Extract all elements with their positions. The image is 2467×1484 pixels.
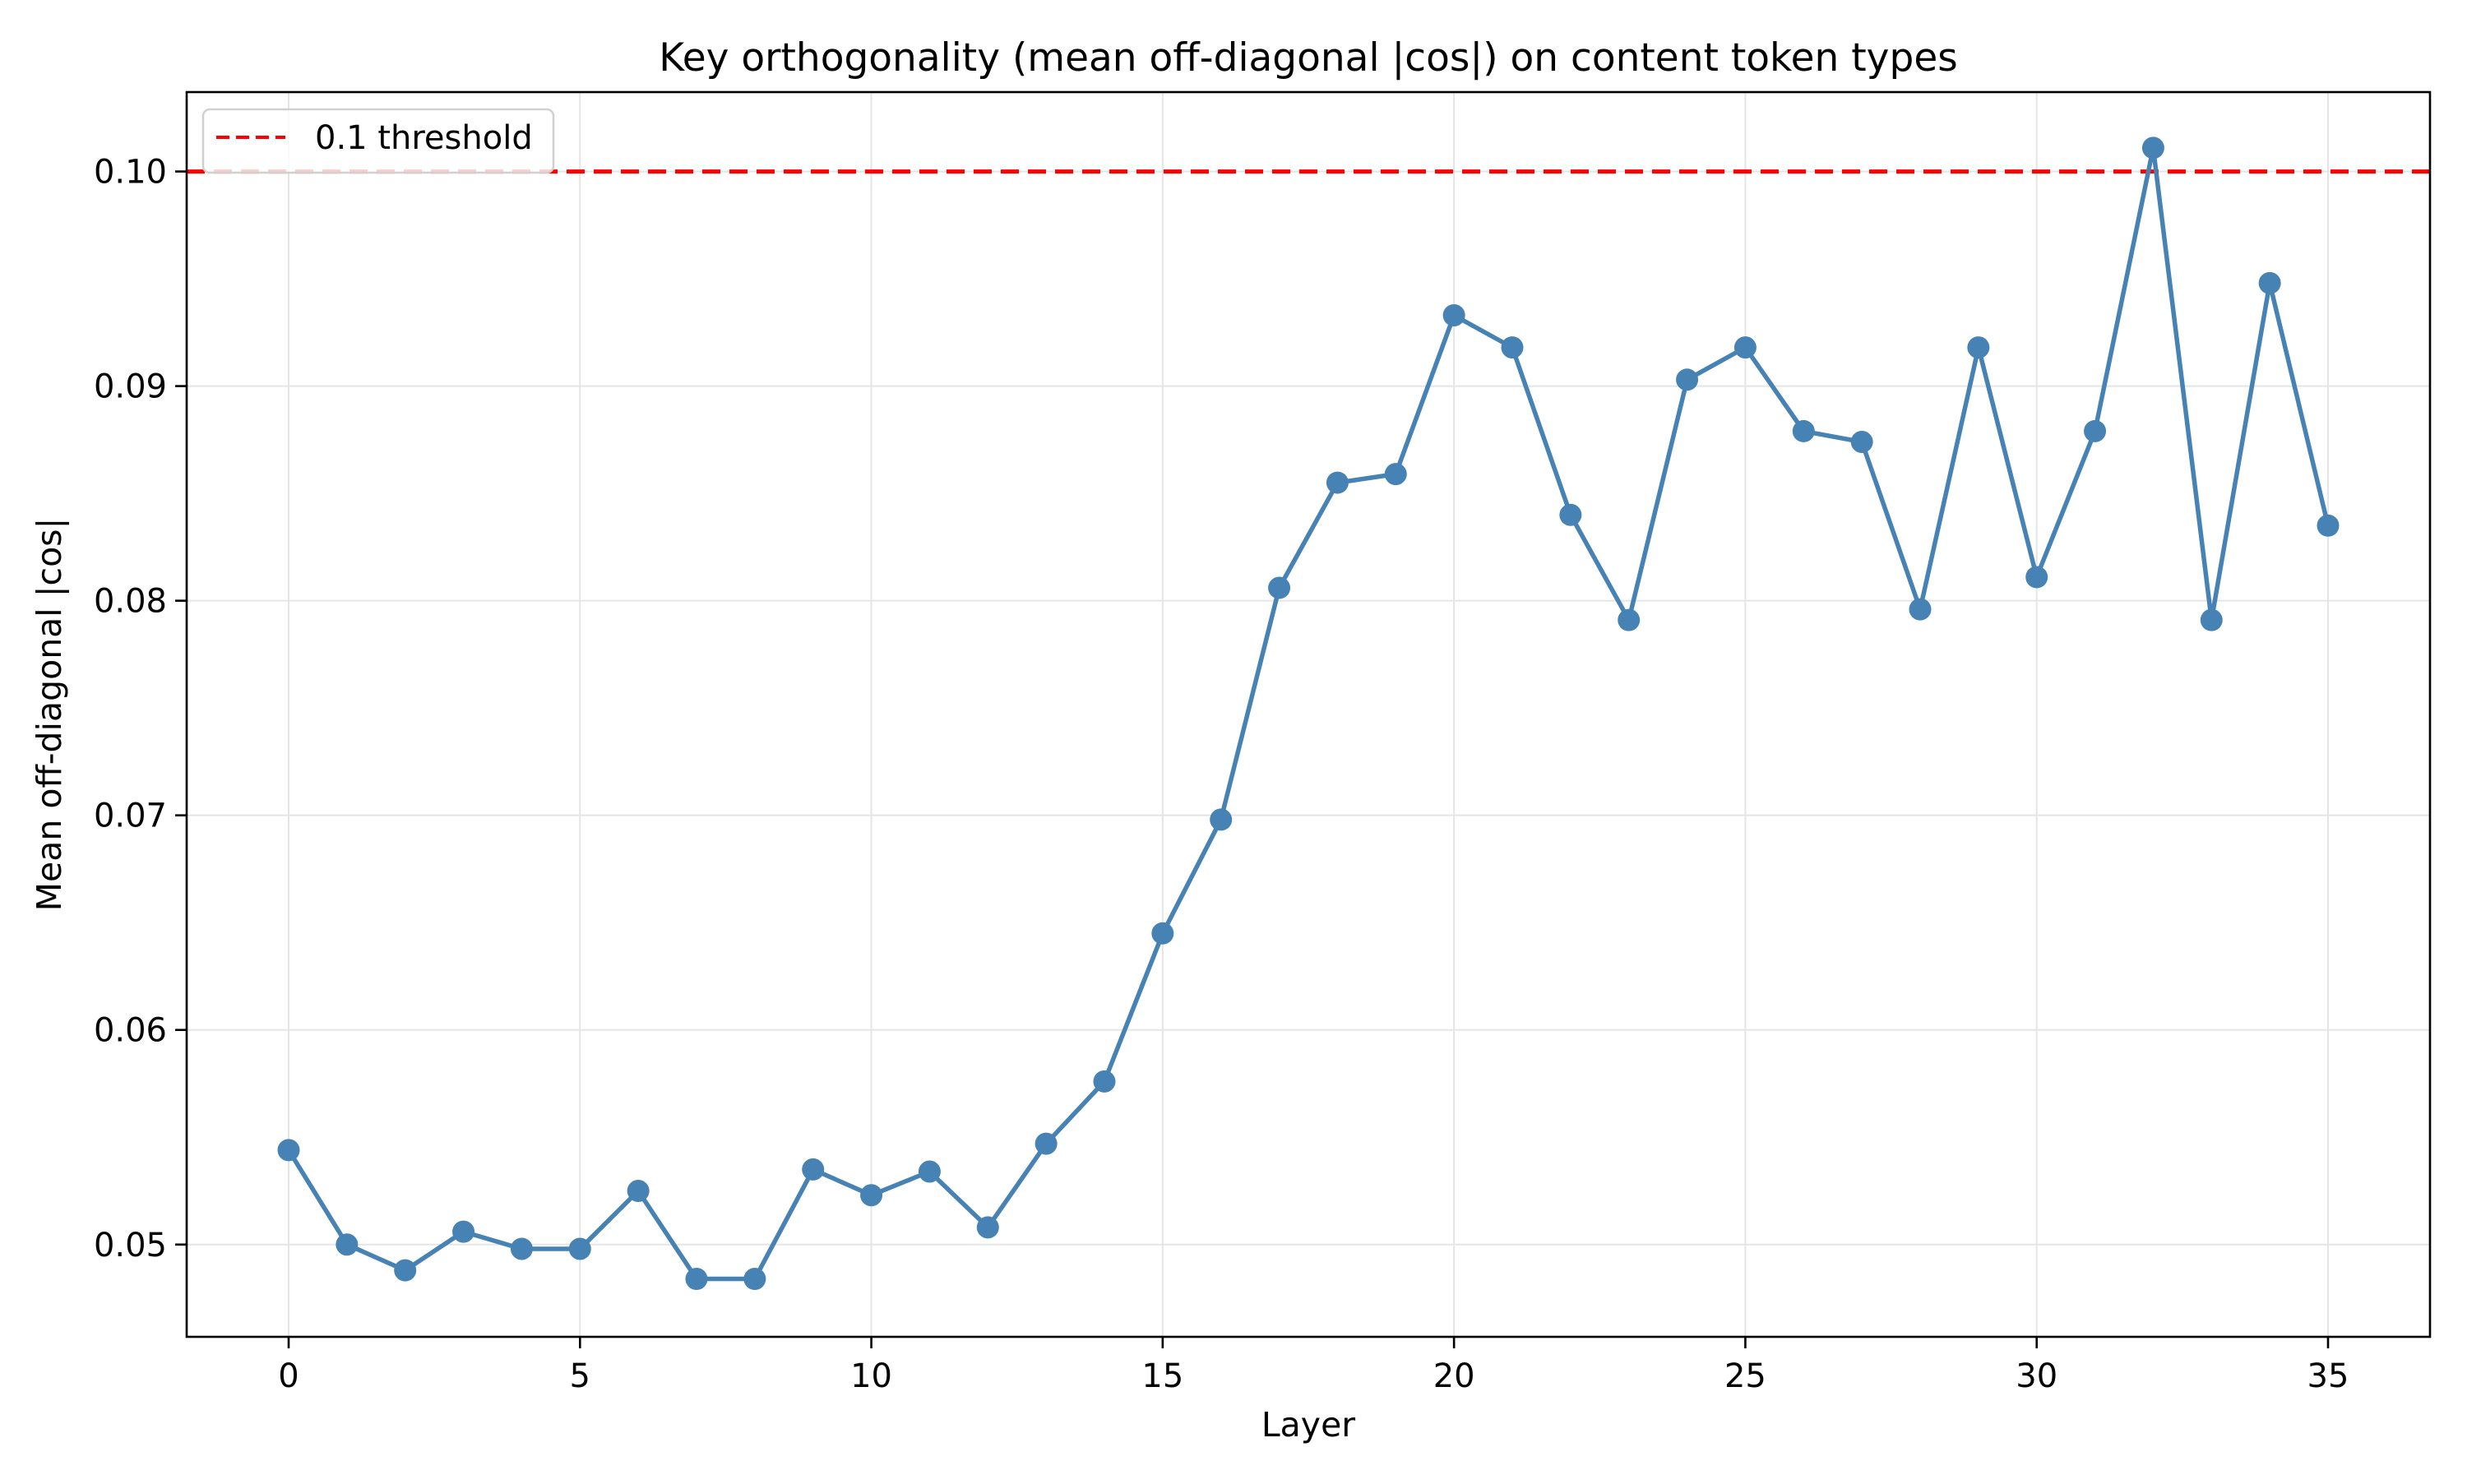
x-axis-ticks: 0 5 10 15 20 25 30 35	[278, 1337, 2349, 1395]
data-point-marker	[802, 1158, 825, 1181]
data-point-marker	[2317, 514, 2340, 537]
y-tick-label: 0.09	[94, 368, 167, 406]
data-point-marker	[1909, 598, 1932, 621]
data-point-marker	[1151, 922, 1174, 945]
data-point-marker	[394, 1259, 417, 1282]
x-tick-label: 35	[2307, 1357, 2349, 1395]
grid-lines	[187, 92, 2430, 1337]
y-axis-ticks: 0.05 0.06 0.07 0.08 0.09 0.10	[94, 154, 187, 1264]
y-tick-label: 0.05	[94, 1227, 167, 1264]
data-point-marker	[976, 1216, 999, 1239]
chart-title: Key orthogonality (mean off-diagonal |co…	[659, 35, 1957, 81]
data-point-marker	[2084, 419, 2107, 442]
plot-area-frame	[185, 90, 2432, 1338]
data-point-marker	[1792, 419, 1815, 442]
data-point-marker	[1559, 503, 1582, 526]
y-tick-label: 0.06	[94, 1012, 167, 1050]
data-point-marker	[2200, 608, 2223, 631]
legend-label: 0.1 threshold	[315, 119, 533, 157]
data-point-marker	[1268, 576, 1291, 599]
data-point-marker	[685, 1268, 708, 1291]
data-point-marker	[1501, 336, 1524, 359]
x-tick-label: 10	[850, 1357, 892, 1395]
data-point-marker	[1442, 303, 1465, 326]
data-point-marker	[1210, 808, 1233, 831]
legend-box	[201, 108, 555, 174]
x-tick-label: 25	[1724, 1357, 1766, 1395]
data-point-marker	[2258, 271, 2281, 294]
y-tick-label: 0.08	[94, 583, 167, 621]
data-point-marker	[1676, 368, 1699, 391]
data-series	[277, 136, 2340, 1291]
y-axis-label: Mean off-diagonal |cos|	[30, 518, 69, 912]
data-point-marker	[918, 1160, 941, 1183]
data-point-marker	[1093, 1070, 1116, 1093]
data-point-marker	[1326, 471, 1349, 494]
x-axis-label: Layer	[1261, 1405, 1355, 1445]
x-tick-label: 20	[1433, 1357, 1475, 1395]
y-tick-label: 0.07	[94, 797, 167, 835]
data-point-marker	[336, 1233, 359, 1256]
series-line	[286, 146, 2330, 1282]
y-tick-label: 0.10	[94, 154, 167, 192]
data-point-marker	[1618, 608, 1641, 631]
data-point-marker	[2025, 566, 2048, 589]
data-point-marker	[277, 1139, 300, 1162]
x-tick-label: 5	[570, 1357, 590, 1395]
data-point-marker	[1967, 336, 1990, 359]
data-point-marker	[1733, 336, 1757, 359]
data-point-marker	[2141, 136, 2164, 159]
data-point-marker	[568, 1237, 591, 1260]
data-point-marker	[743, 1268, 766, 1291]
x-tick-label: 30	[2016, 1357, 2057, 1395]
x-tick-label: 15	[1141, 1357, 1183, 1395]
data-point-marker	[510, 1237, 533, 1260]
data-point-marker	[627, 1179, 650, 1202]
data-point-marker	[452, 1220, 475, 1243]
data-point-marker	[1384, 463, 1407, 486]
data-point-marker	[1034, 1132, 1058, 1155]
data-point-marker	[860, 1184, 883, 1207]
data-point-marker	[1850, 430, 1873, 453]
legend: 0.1 threshold	[201, 108, 555, 174]
x-tick-label: 0	[278, 1357, 299, 1395]
